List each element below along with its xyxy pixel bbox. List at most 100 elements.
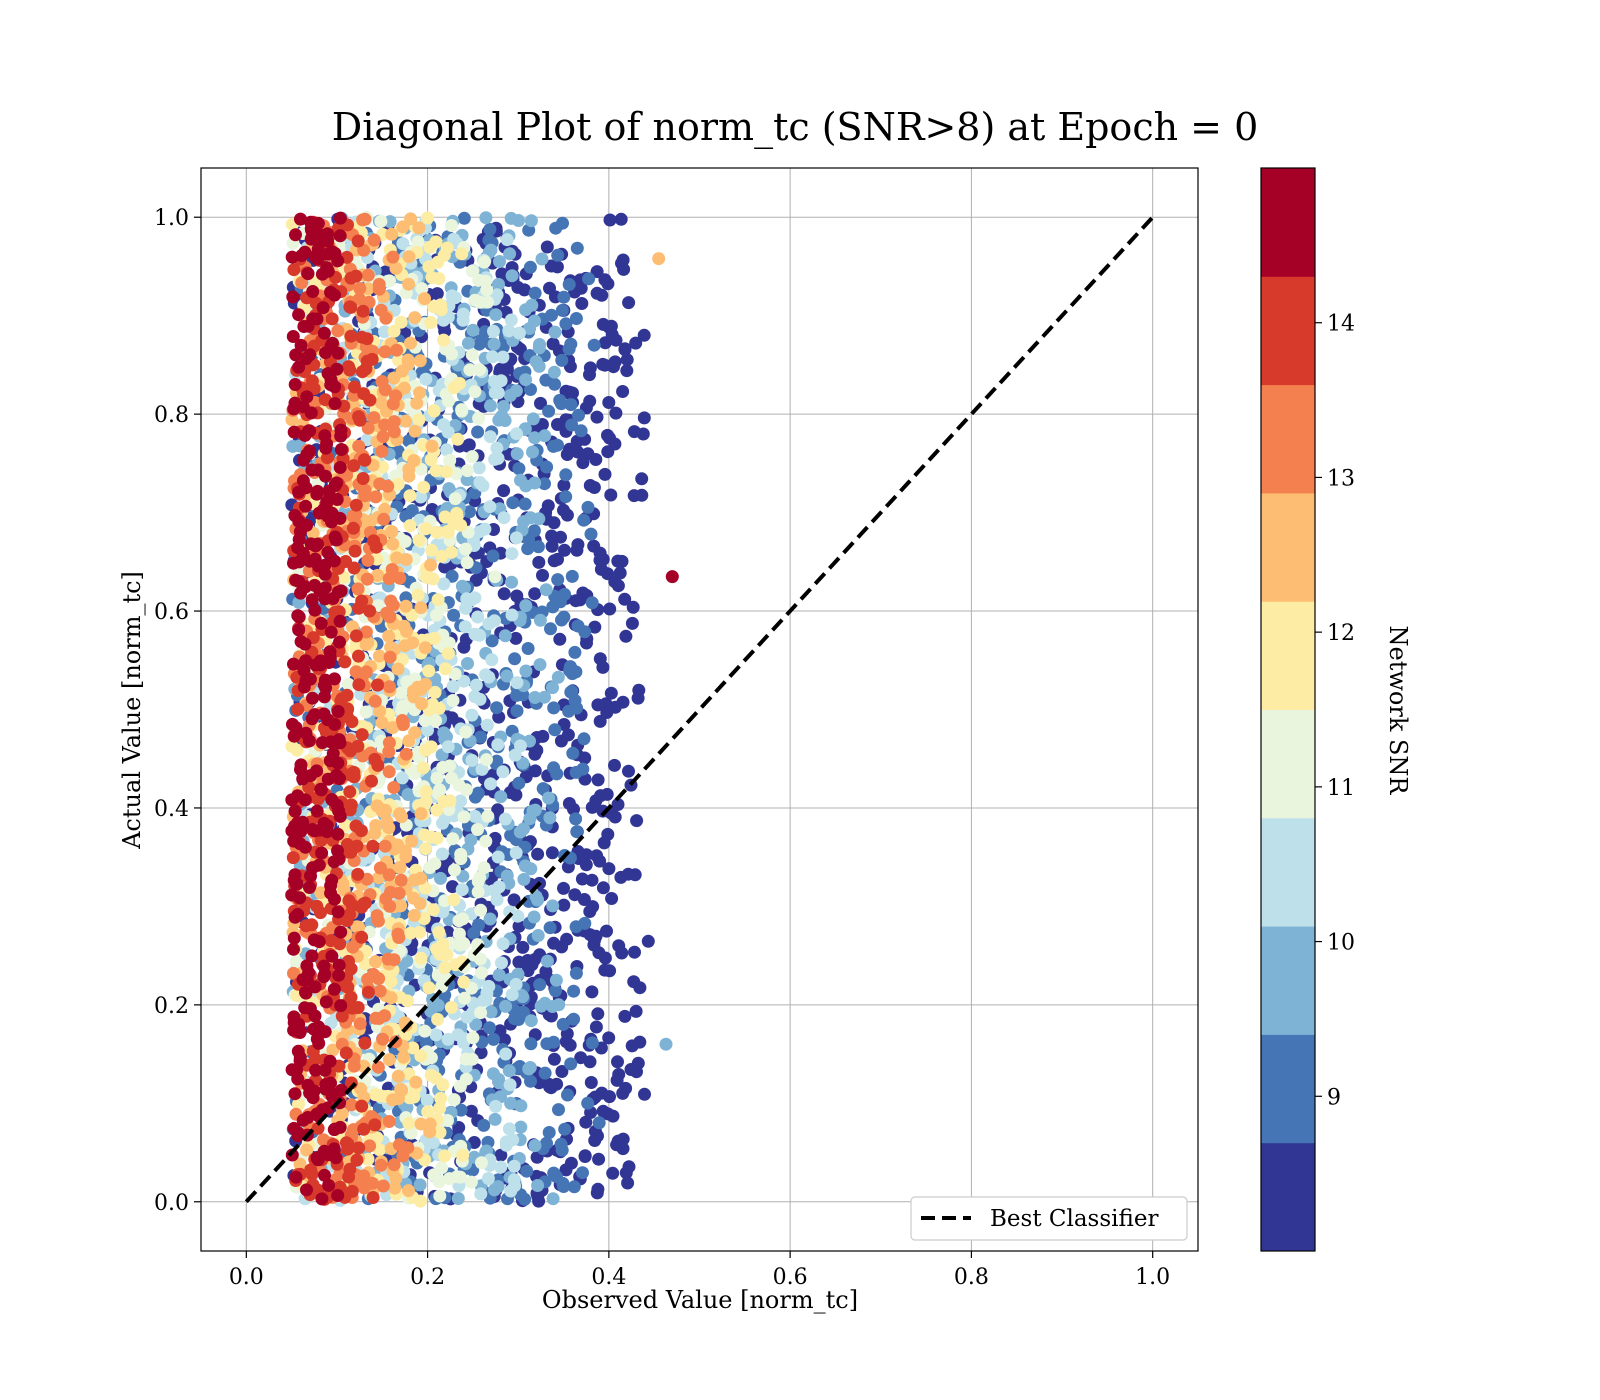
scatter-point: [479, 211, 493, 225]
scatter-point: [492, 277, 505, 291]
scatter-point: [438, 510, 452, 524]
scatter-point: [524, 511, 538, 525]
scatter-point: [510, 427, 523, 441]
scatter-point: [491, 850, 505, 864]
scatter-point: [414, 1117, 428, 1131]
scatter-point: [616, 385, 630, 398]
scatter-point: [347, 561, 361, 575]
scatter-point: [616, 253, 630, 267]
colorbar-border: [1260, 167, 1316, 1252]
scatter-point: [474, 1006, 488, 1020]
scatter-point: [603, 1090, 616, 1104]
x-tick-label: 0.8: [954, 1265, 989, 1290]
scatter-point: [436, 760, 450, 774]
scatter-point: [382, 629, 396, 643]
scatter-point: [532, 1194, 546, 1208]
scatter-point: [382, 868, 396, 882]
scatter-point: [542, 1077, 556, 1091]
scatter-point: [600, 706, 614, 719]
colorbar-tick-label: 14: [1327, 312, 1355, 337]
scatter-point: [309, 539, 323, 553]
scatter-point: [606, 1166, 620, 1180]
scatter-point: [524, 1014, 538, 1028]
scatter-point: [591, 1182, 605, 1196]
scatter-point: [295, 249, 309, 262]
scatter-point: [604, 488, 618, 502]
scatter-point: [528, 953, 542, 967]
scatter-point: [564, 337, 578, 351]
scatter-point: [373, 477, 387, 491]
scatter-point: [495, 956, 508, 970]
scatter-point: [351, 739, 365, 753]
scatter-point: [577, 732, 591, 746]
scatter-point: [477, 255, 491, 269]
scatter-point: [310, 804, 324, 818]
scatter-point: [292, 308, 306, 322]
scatter-point: [603, 602, 617, 616]
scatter-point: [409, 1075, 423, 1089]
scatter-point: [414, 807, 428, 821]
scatter-point: [591, 698, 605, 712]
scatter-point: [376, 430, 390, 444]
scatter-point: [300, 1143, 314, 1157]
scatter-point: [531, 540, 545, 554]
scatter-point: [461, 657, 474, 670]
scatter-point: [479, 834, 493, 848]
scatter-point: [446, 832, 460, 846]
scatter-point: [343, 785, 357, 799]
scatter-point: [472, 411, 486, 425]
scatter-point: [333, 614, 347, 628]
scatter-point: [361, 972, 375, 986]
y-tick-label: 0.2: [154, 994, 189, 1019]
scatter-point: [332, 968, 346, 982]
scatter-point: [629, 336, 643, 350]
scatter-point: [483, 430, 497, 444]
scatter-point: [297, 680, 311, 694]
scatter-point: [387, 425, 401, 439]
scatter-point: [571, 619, 585, 633]
colorbar-bin: [1261, 384, 1315, 494]
scatter-point: [401, 357, 415, 371]
scatter-point: [585, 596, 599, 610]
scatter-point: [562, 704, 576, 718]
scatter-point: [335, 1009, 349, 1023]
scatter-point: [393, 861, 407, 874]
scatter-point: [394, 1082, 408, 1096]
scatter-point: [482, 233, 496, 247]
scatter-point: [486, 350, 499, 364]
scatter-point: [287, 873, 301, 887]
scatter-point: [370, 909, 384, 923]
scatter-point: [471, 885, 485, 899]
scatter-point: [396, 714, 410, 728]
scatter-point: [293, 837, 307, 851]
scatter-point: [538, 429, 552, 443]
scatter-point: [456, 1148, 470, 1162]
scatter-point: [426, 1136, 440, 1150]
scatter-point: [333, 211, 347, 225]
scatter-point: [382, 736, 396, 750]
scatter-point: [583, 479, 597, 492]
scatter-point: [465, 1052, 479, 1066]
scatter-point: [659, 1037, 673, 1051]
scatter-point: [349, 498, 363, 512]
scatter-point: [361, 553, 375, 567]
scatter-point: [552, 1103, 565, 1117]
scatter-point: [539, 583, 553, 597]
scatter-point: [333, 229, 347, 243]
scatter-point: [528, 1139, 542, 1153]
scatter-point: [338, 655, 352, 669]
scatter-point: [589, 1020, 603, 1034]
scatter-point: [346, 509, 360, 523]
scatter-point: [592, 1152, 606, 1166]
x-tick-label: 0.4: [591, 1265, 626, 1290]
scatter-point: [475, 1156, 488, 1170]
scatter-point: [318, 1168, 331, 1182]
scatter-point: [491, 1180, 505, 1194]
scatter-point: [505, 547, 519, 561]
scatter-point: [633, 981, 647, 995]
scatter-point: [532, 555, 546, 569]
scatter-point: [547, 761, 561, 775]
scatter-point: [306, 1091, 320, 1105]
scatter-point: [390, 343, 404, 357]
scatter-point: [442, 394, 455, 408]
